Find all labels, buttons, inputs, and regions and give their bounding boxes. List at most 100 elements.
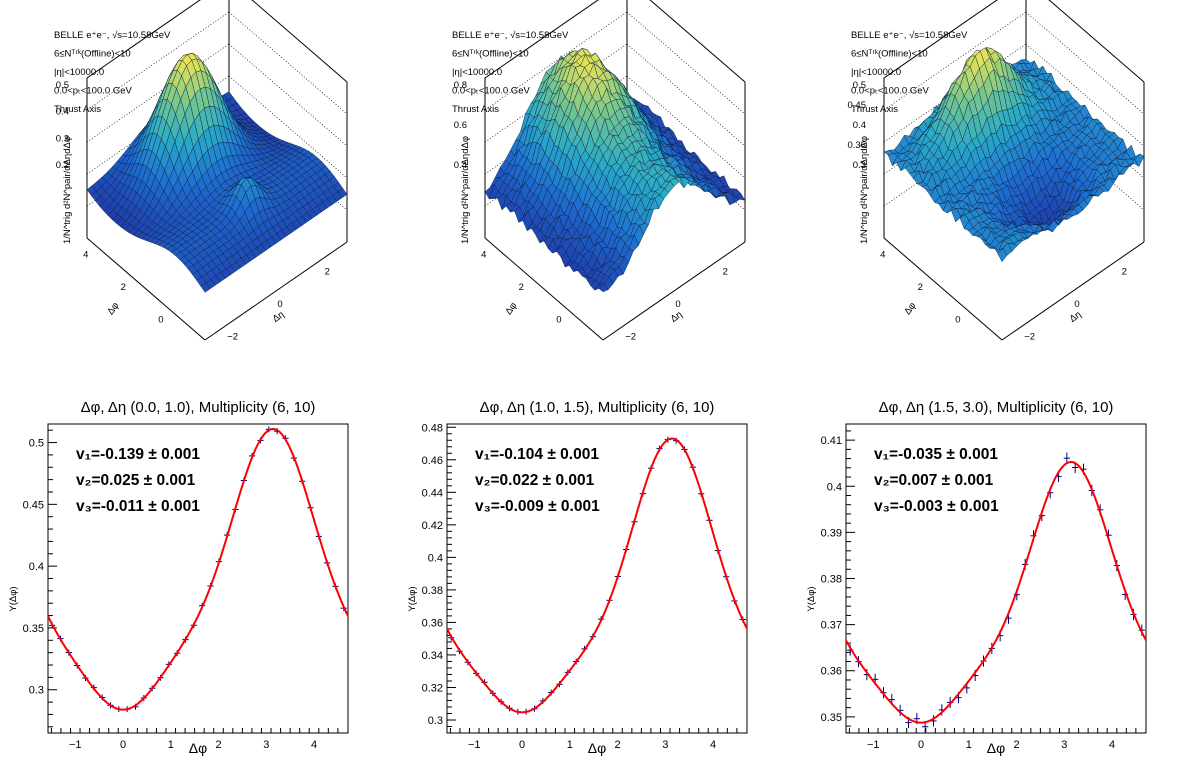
- surface-info-line: 6≤Nᵀʳᵏ(Offline)<10: [54, 49, 131, 60]
- surface-info-line: 6≤Nᵀʳᵏ(Offline)<10: [851, 49, 928, 60]
- surface-cell: [997, 247, 1008, 263]
- fit-curve: [446, 437, 748, 714]
- harmonic-annotation: v₃=-0.009 ± 0.001: [475, 498, 600, 515]
- z-tick-label: 0.5: [56, 80, 69, 91]
- surface-mesh: [86, 52, 348, 293]
- y-tick-label: 0.4: [428, 552, 443, 564]
- surface-info-line: 6≤Nᵀʳᵏ(Offline)<10: [452, 49, 529, 60]
- phi-tick-label: 2: [918, 282, 923, 293]
- phi-tick-label: 2: [519, 282, 524, 293]
- x-tick-label: 3: [1061, 739, 1067, 751]
- fit-panel-3: Δφ, Δη (1.5, 3.0), Multiplicity (6, 10) −…: [806, 399, 1147, 756]
- phi-tick-label: 4: [481, 250, 486, 261]
- eta-tick-label: 2: [325, 266, 330, 277]
- x-tick-label: 3: [662, 739, 668, 751]
- y-tick-label: 0.38: [422, 585, 443, 597]
- eta-axis: [204, 241, 348, 341]
- x-tick-label: −1: [69, 739, 82, 751]
- y-tick-label: 0.4: [827, 481, 842, 493]
- eta-tick-label: −2: [1024, 332, 1035, 343]
- chart-title: Δφ, Δη (1.5, 3.0), Multiplicity (6, 10): [879, 399, 1114, 416]
- y-axis-label: Y(Δφ): [806, 586, 817, 611]
- x-axis-label: Δφ: [588, 740, 606, 756]
- harmonic-annotation: v₁=-0.035 ± 0.001: [874, 446, 998, 463]
- harmonic-annotation: v₂=0.022 ± 0.001: [475, 472, 595, 489]
- back-grid-line: [626, 43, 746, 147]
- y-axis-label: Y(Δφ): [8, 586, 19, 611]
- phi-axis-label: Δφ: [105, 300, 121, 317]
- x-tick-label: 0: [918, 739, 924, 751]
- x-tick-label: 4: [710, 739, 716, 751]
- y-tick-label: 0.4: [29, 561, 44, 573]
- x-tick-label: 0: [120, 739, 126, 751]
- surface-info-line: 0.0<pₜ<100.0 GeV: [54, 86, 132, 97]
- x-tick-label: 1: [168, 739, 174, 751]
- z-tick-label: 0.3: [56, 133, 69, 144]
- z-tick-label: 0.4: [56, 107, 69, 118]
- surface-mesh: [484, 47, 746, 293]
- back-grid-line: [626, 11, 746, 115]
- surface-info-line: 0.0<pₜ<100.0 GeV: [452, 86, 530, 97]
- plot-frame: [845, 423, 1147, 734]
- x-tick-label: −1: [468, 739, 481, 751]
- back-grid-line: [1025, 43, 1145, 147]
- fit-curve: [845, 460, 1147, 724]
- y-tick-label: 0.3: [29, 685, 44, 697]
- harmonic-annotation: v₁=-0.139 ± 0.001: [76, 446, 200, 463]
- surface-info-line: Thrust Axis: [54, 104, 101, 115]
- x-axis-label: Δφ: [987, 740, 1005, 756]
- y-tick-label: 0.36: [821, 666, 842, 678]
- surface-mesh: [883, 47, 1145, 263]
- surface-info-line: 0.0<pₜ<100.0 GeV: [851, 86, 929, 97]
- z-tick-label: 0.5: [853, 80, 866, 91]
- surface-info-line: BELLE e⁺e⁻, √s=10.58GeV: [54, 30, 171, 41]
- z-axis-label: 1/N^trig d²N^pair/dΔηdΔφ: [62, 136, 73, 244]
- harmonic-annotation: v₃=-0.003 ± 0.001: [874, 498, 999, 515]
- x-tick-label: 2: [1013, 739, 1019, 751]
- surface-panel-2: BELLE e⁺e⁻, √s=10.58GeV 6≤Nᵀʳᵏ(Offline)<1…: [452, 0, 746, 343]
- y-tick-label: 0.3: [428, 715, 443, 727]
- z-tick-label: 0.45: [847, 100, 866, 111]
- y-tick-label: 0.46: [422, 455, 443, 467]
- eta-tick-label: −2: [227, 332, 238, 343]
- surface-info-line: BELLE e⁺e⁻, √s=10.58GeV: [851, 30, 968, 41]
- z-axis-label: 1/N^trig d²N^pair/dΔηdΔφ: [859, 136, 870, 244]
- z-tick-label: 0.4: [454, 160, 467, 171]
- eta-tick-label: 0: [675, 299, 680, 310]
- phi-tick-label: 4: [83, 250, 88, 261]
- y-tick-label: 0.36: [422, 617, 443, 629]
- y-tick-label: 0.38: [821, 574, 842, 586]
- surface-info-line: |η|<10000.0: [851, 67, 901, 78]
- back-grid-line: [1025, 11, 1145, 115]
- harmonic-annotation: v₂=0.025 ± 0.001: [76, 472, 196, 489]
- fit-panel-2: Δφ, Δη (1.0, 1.5), Multiplicity (6, 10) −…: [407, 399, 748, 756]
- phi-tick-label: 0: [955, 314, 960, 325]
- eta-axis-label: Δη: [1068, 309, 1084, 325]
- z-tick-label: 0.35: [847, 140, 866, 151]
- plot-frame: [446, 423, 748, 734]
- x-tick-label: 1: [966, 739, 972, 751]
- phi-axis: [484, 237, 604, 341]
- y-axis-label: Y(Δφ): [407, 586, 418, 611]
- eta-tick-label: 0: [1074, 299, 1079, 310]
- z-tick-label: 0.6: [454, 120, 467, 131]
- data-point: [1063, 452, 1070, 464]
- y-tick-label: 0.41: [821, 435, 842, 447]
- x-tick-label: −1: [867, 739, 880, 751]
- back-grid-line: [228, 11, 348, 115]
- z-tick-label: 0.4: [853, 120, 866, 131]
- x-tick-label: 2: [614, 739, 620, 751]
- y-tick-label: 0.5: [29, 438, 44, 450]
- z-axis-label: 1/N^trig d²N^pair/dΔηdΔφ: [460, 136, 471, 244]
- y-tick-label: 0.45: [23, 499, 44, 511]
- surface-info-line: |η|<10000.0: [452, 67, 502, 78]
- back-grid-line: [1025, 107, 1145, 211]
- surface-info-line: |η|<10000.0: [54, 67, 104, 78]
- z-tick-label: 0.2: [56, 160, 69, 171]
- x-tick-label: 3: [263, 739, 269, 751]
- eta-tick-label: 2: [723, 266, 728, 277]
- y-tick-label: 0.37: [821, 620, 842, 632]
- harmonic-annotation: v₃=-0.011 ± 0.001: [76, 498, 200, 515]
- x-tick-label: 1: [567, 739, 573, 751]
